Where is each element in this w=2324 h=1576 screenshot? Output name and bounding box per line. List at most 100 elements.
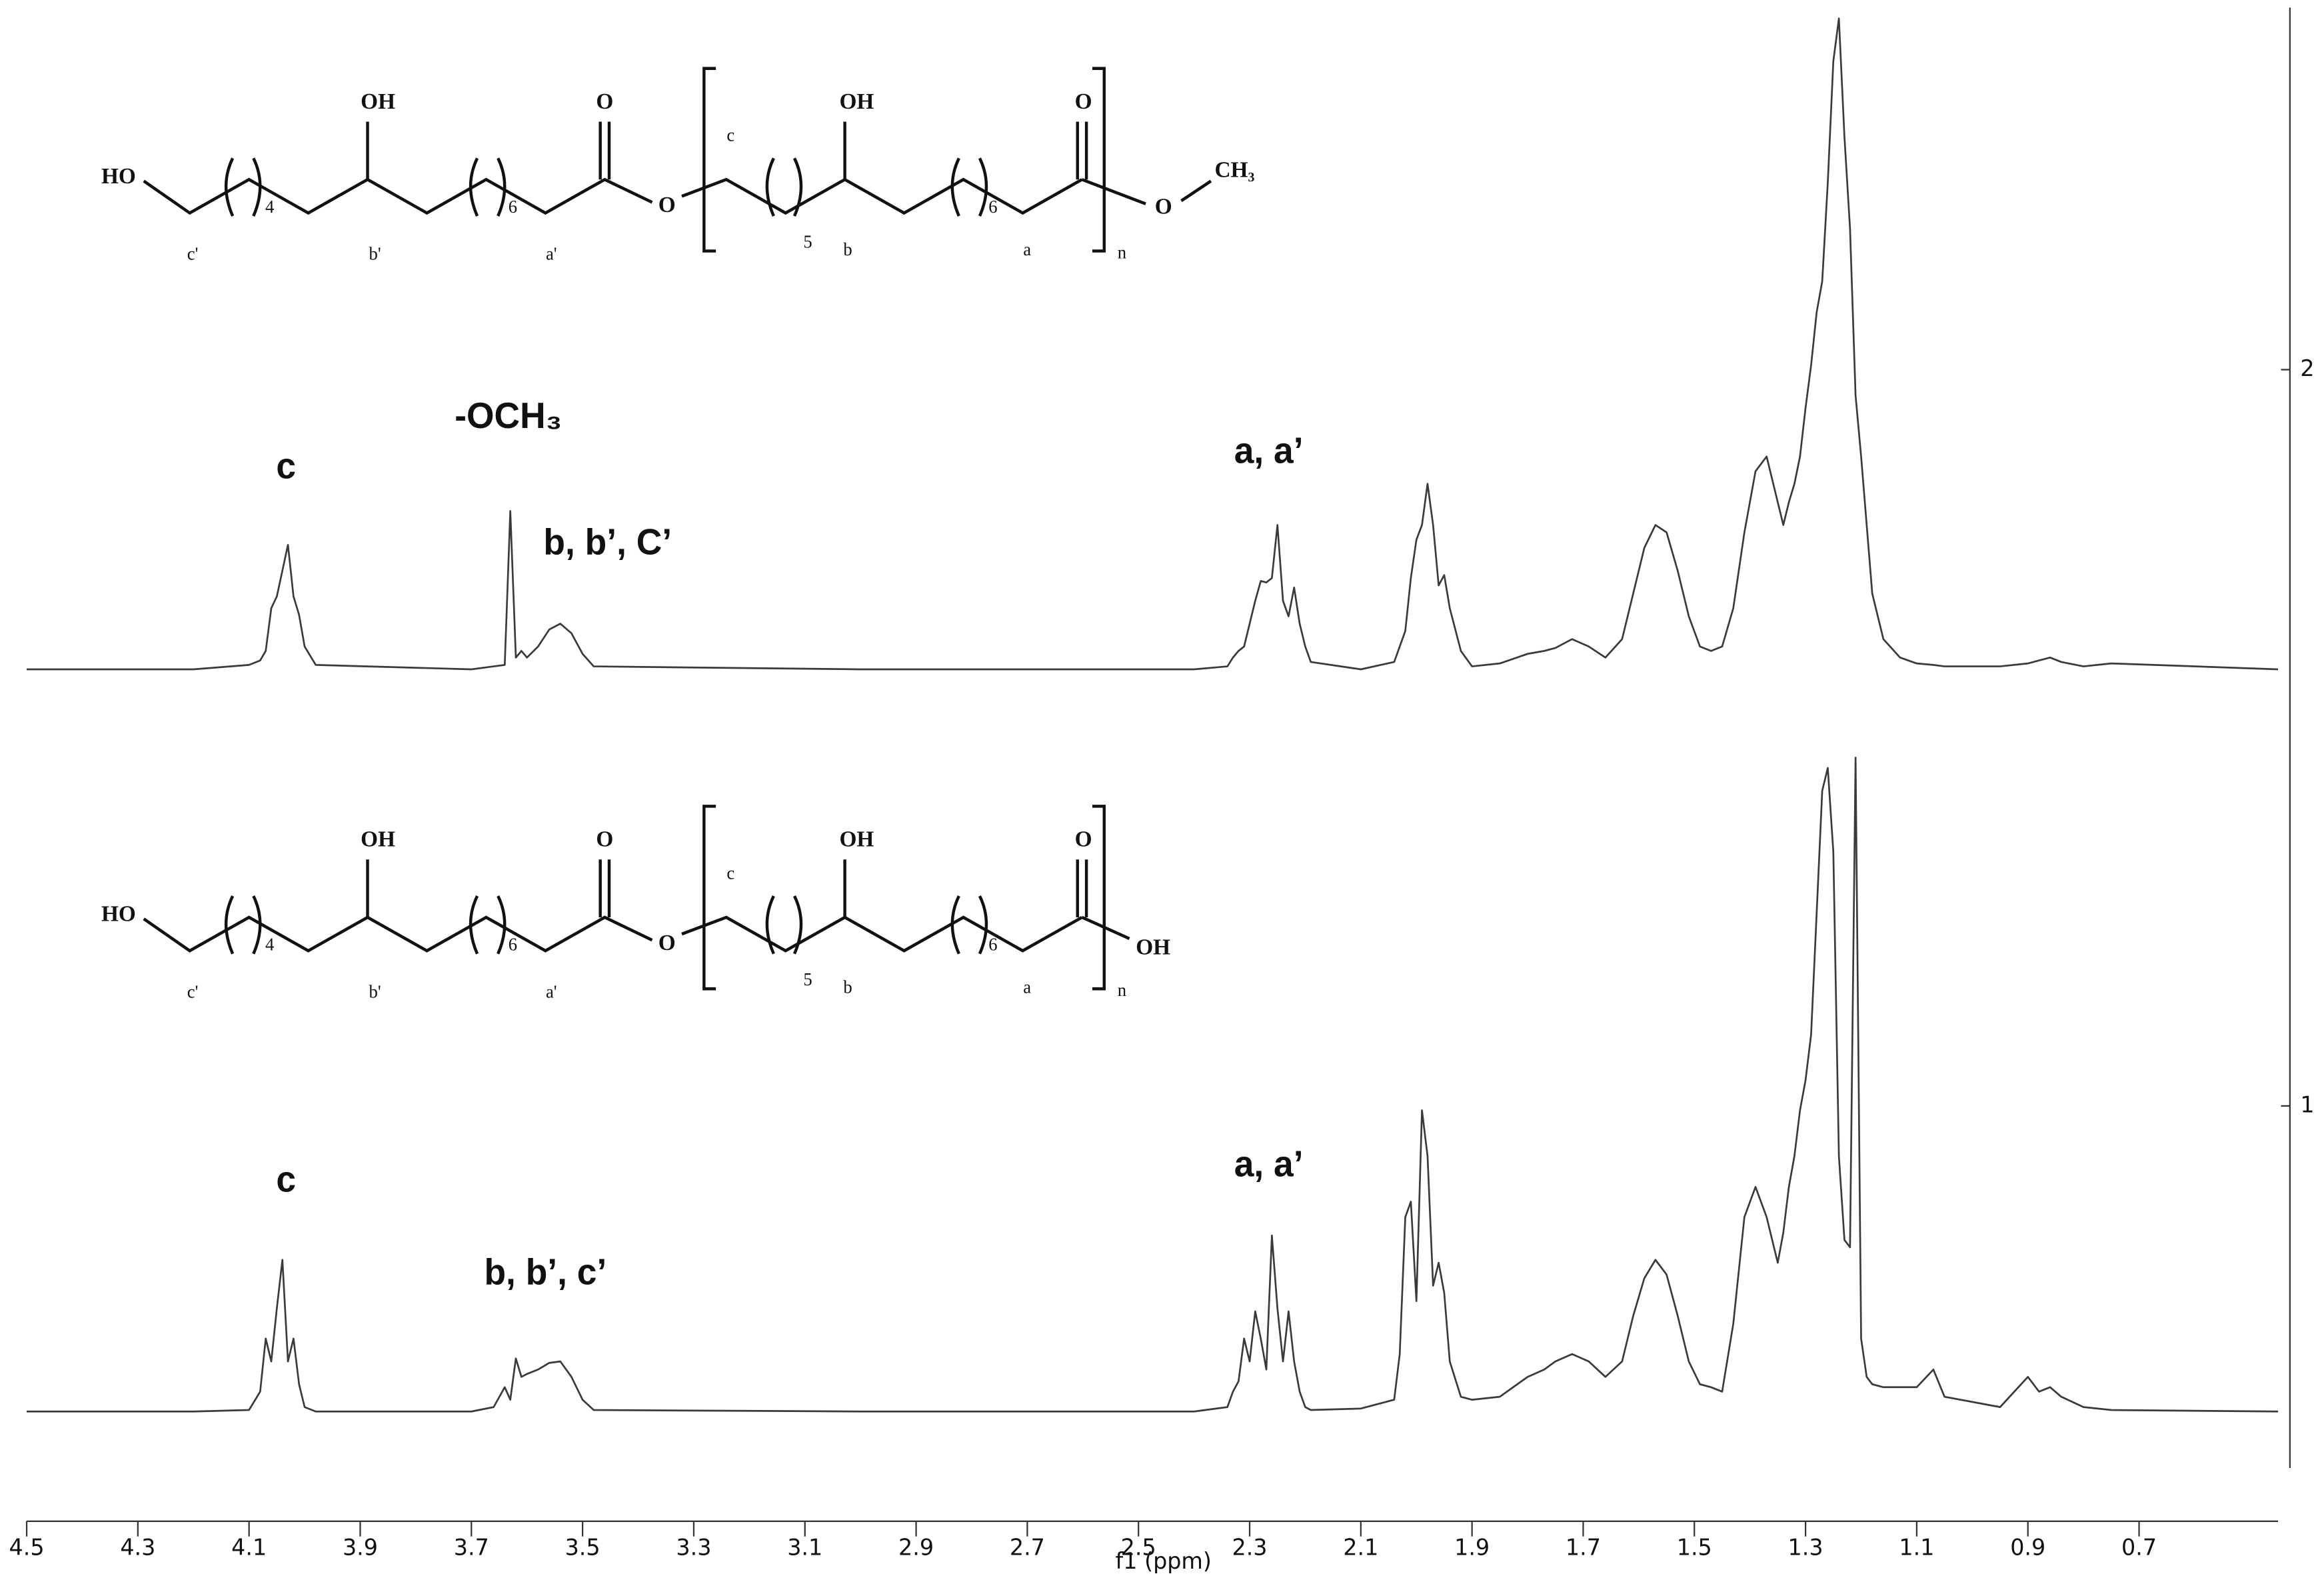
structure-label: b' [369, 981, 381, 1001]
bracket [702, 67, 716, 253]
x-tick-label: 2.5 [1121, 1534, 1156, 1560]
parenthesis [252, 157, 262, 217]
bond [1081, 915, 1130, 940]
x-tick-label: 1.7 [1566, 1534, 1601, 1560]
parenthesis [978, 157, 988, 217]
peak-label: -OCH₃ [455, 395, 562, 436]
structure-label: O [658, 193, 676, 217]
x-tick-label: 3.7 [454, 1534, 489, 1560]
parenthesis [950, 157, 960, 217]
bracket [702, 805, 716, 991]
structure-label: c' [187, 243, 199, 263]
x-tick-label: 4.5 [9, 1534, 45, 1560]
structure-label: a [1023, 239, 1031, 259]
parenthesis [792, 157, 803, 217]
parenthesis [765, 157, 775, 217]
structure-label: 6 [509, 197, 517, 217]
x-tick-label: 0.7 [2121, 1534, 2157, 1560]
peak-label: a, a’ [1234, 1144, 1304, 1185]
x-tick-label: 2.7 [1010, 1534, 1045, 1560]
structure-label: 5 [803, 969, 812, 989]
y-tick-label: 2 [2300, 355, 2314, 381]
structure-label: b [843, 977, 852, 997]
structure-label: O [1075, 827, 1092, 851]
x-tick-label: 2.3 [1232, 1534, 1267, 1560]
parenthesis [978, 895, 988, 955]
structure-label: a [1023, 977, 1031, 997]
bond [1180, 179, 1212, 203]
structure-label: a' [546, 981, 557, 1001]
structure-label: 4 [265, 197, 275, 217]
structure-label: O [1075, 89, 1092, 114]
x-tick-label: 1.3 [1788, 1534, 1823, 1560]
bracket [1092, 67, 1106, 253]
structure-label: 6 [988, 934, 997, 954]
structure-label: HO [101, 163, 136, 188]
structure-label: 4 [265, 934, 275, 954]
structure-label: 5 [803, 231, 812, 251]
bond [143, 915, 653, 953]
parenthesis [469, 157, 479, 217]
structure-label: O [596, 827, 613, 851]
x-tick-label: 4.3 [120, 1534, 155, 1560]
structure-label: CH₃ [1214, 157, 1254, 182]
structure-label: OH [361, 827, 395, 851]
spectrum-line [27, 757, 2279, 1413]
x-tick-label: 3.5 [565, 1534, 600, 1560]
structure-label: 6 [988, 197, 997, 217]
structure-label: 6 [509, 934, 517, 954]
bond [681, 177, 1083, 215]
x-tick-label: 2.9 [898, 1534, 934, 1560]
structure-label: OH [1136, 935, 1170, 959]
structure-label: c' [187, 981, 199, 1001]
bracket [1092, 805, 1106, 991]
bond [1081, 178, 1146, 205]
structure-label: c [726, 125, 734, 145]
structure-label: OH [361, 89, 395, 114]
structure-label: b' [369, 243, 381, 263]
x-tick-label: 1.5 [1677, 1534, 1712, 1560]
parenthesis [252, 895, 262, 955]
structure-label: a' [546, 243, 557, 263]
bond [681, 915, 1083, 953]
chemical-structure: HO OH O Oc OH Oc' b' a' b a 4 6 5 6 n OH [101, 805, 1170, 1001]
peak-label: b, b’, c’ [484, 1252, 606, 1293]
structure-label: n [1118, 980, 1127, 1000]
parenthesis [950, 895, 960, 955]
structure-label: OH [839, 89, 874, 114]
peak-label: c [276, 446, 296, 487]
parenthesis [792, 895, 803, 955]
structure-label: HO [101, 901, 136, 926]
chemical-structure: HO OH O Oc OH Oc' b' a' b a 4 6 5 6 n O CH₃ [101, 67, 1254, 264]
x-axis-label: f1 (ppm) [1116, 1548, 1212, 1574]
x-tick-label: 3.9 [343, 1534, 378, 1560]
parenthesis [469, 895, 479, 955]
x-tick-label: 1.9 [1454, 1534, 1490, 1560]
x-tick-label: 0.9 [2010, 1534, 2045, 1560]
structure-label: O [596, 89, 613, 114]
parenthesis [497, 157, 507, 217]
x-tick-label: 4.1 [231, 1534, 267, 1560]
parenthesis [224, 157, 235, 217]
parenthesis [765, 895, 775, 955]
x-tick-label: 1.1 [1899, 1534, 1934, 1560]
peak-label: b, b’, C’ [543, 522, 672, 563]
x-tick-label: 3.1 [787, 1534, 822, 1560]
peak-label: c [276, 1159, 296, 1200]
structure-label: OH [839, 827, 874, 851]
parenthesis [224, 895, 235, 955]
parenthesis [497, 895, 507, 955]
structure-label: b [843, 239, 852, 259]
bond [143, 177, 653, 215]
peak-label: a, a’ [1234, 431, 1304, 471]
structure-label: n [1118, 242, 1127, 262]
spectrum-line [27, 17, 2279, 671]
x-tick-label: 3.3 [676, 1534, 711, 1560]
structure-label: O [658, 931, 676, 955]
structure-label: c [726, 863, 734, 883]
x-tick-label: 2.1 [1343, 1534, 1378, 1560]
y-tick-label: 1 [2300, 1091, 2314, 1117]
structure-label: O [1155, 194, 1172, 219]
